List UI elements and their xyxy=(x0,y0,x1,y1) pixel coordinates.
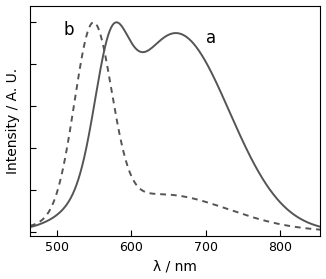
Y-axis label: Intensity / A. U.: Intensity / A. U. xyxy=(6,68,20,174)
X-axis label: λ / nm: λ / nm xyxy=(153,259,197,273)
Text: a: a xyxy=(206,29,216,47)
Text: b: b xyxy=(63,21,74,39)
